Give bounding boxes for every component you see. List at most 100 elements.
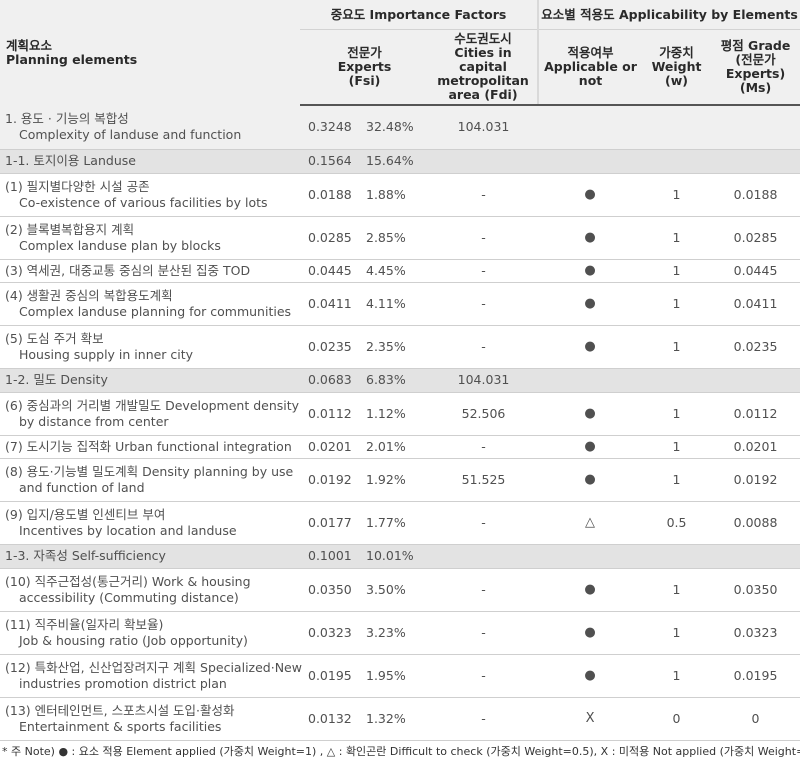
fsi-cell: 0.0201: [300, 435, 362, 459]
applicable-cell: ●: [538, 392, 643, 436]
applicable-cell: ●: [538, 216, 643, 260]
planning-element-cell: 1-3. 자족성 Self-sufficiency: [0, 544, 300, 569]
planning-element-cell: (3) 역세권, 대중교통 중심의 분산된 집중 TOD: [0, 259, 300, 283]
applicability-header: 요소별 적용도 Applicability by Elements: [537, 0, 800, 30]
grade-header: 평점 Grade (전문가 Experts) (Ms): [711, 29, 800, 106]
planning-elements-table: 계획요소 Planning elements 중요도 Importance Fa…: [0, 0, 800, 741]
table-body: 1. 용도 · 기능의 복합성 Complexity of landuse and…: [0, 105, 800, 741]
grade-cell: [711, 105, 800, 150]
percent-cell: 1.77%: [362, 501, 429, 545]
applicable-cell: ●: [538, 458, 643, 502]
fdi-cell: 51.525: [429, 458, 539, 502]
planning-element-cell: (8) 용도·기능별 밀도계획 Density planning by use a…: [0, 458, 300, 502]
fsi-cell: 0.1564: [300, 149, 362, 174]
fdi-cell: -: [429, 568, 539, 612]
applicable-cell: [538, 105, 643, 150]
category-row: 1-3. 자족성 Self-sufficiency 0.1001 10.01%: [0, 544, 800, 569]
table-header: 계획요소 Planning elements 중요도 Importance Fa…: [0, 0, 800, 106]
planning-element-cell: 1-1. 토지이용 Landuse: [0, 149, 300, 174]
planning-elements-header: 계획요소 Planning elements: [0, 0, 300, 105]
category-row: 1. 용도 · 기능의 복합성 Complexity of landuse and…: [0, 105, 800, 150]
percent-cell: 1.88%: [362, 173, 429, 217]
fsi-cell: 0.0285: [300, 216, 362, 260]
grade-cell: 0.0323: [711, 611, 800, 655]
planning-element-cell: (2) 블록별복합용지 계획 Complex landuse plan by bl…: [0, 216, 300, 260]
percent-cell: 2.35%: [362, 325, 429, 369]
grade-cell: 0.0112: [711, 392, 800, 436]
weight-cell: 1: [642, 216, 712, 260]
fsi-cell: 0.0235: [300, 325, 362, 369]
weight-header: 가중치 Weight (w): [642, 29, 712, 106]
grade-cell: 0.0192: [711, 458, 800, 502]
fdi-cell: -: [429, 697, 539, 741]
weight-cell: 0.5: [642, 501, 712, 545]
category-row: 1-1. 토지이용 Landuse 0.1564 15.64%: [0, 149, 800, 174]
table-row: (2) 블록별복합용지 계획 Complex landuse plan by bl…: [0, 216, 800, 260]
category-row: 1-2. 밀도 Density 0.0683 6.83% 104.031: [0, 368, 800, 393]
table-row: (8) 용도·기능별 밀도계획 Density planning by use a…: [0, 458, 800, 502]
weight-cell: 1: [642, 611, 712, 655]
percent-cell: 1.12%: [362, 392, 429, 436]
grade-cell: 0.0411: [711, 282, 800, 326]
applicable-cell: ●: [538, 654, 643, 698]
importance-header: 중요도 Importance Factors: [300, 0, 539, 30]
table-row: (5) 도심 주거 확보 Housing supply in inner city…: [0, 325, 800, 369]
applicable-cell: ●: [538, 173, 643, 217]
fsi-cell: 0.0132: [300, 697, 362, 741]
fsi-cell: 0.0323: [300, 611, 362, 655]
fdi-cell: -: [429, 654, 539, 698]
planning-element-cell: (5) 도심 주거 확보 Housing supply in inner city: [0, 325, 300, 369]
fsi-cell: 0.0192: [300, 458, 362, 502]
percent-cell: 1.32%: [362, 697, 429, 741]
weight-cell: 1: [642, 654, 712, 698]
fdi-cell: -: [429, 173, 539, 217]
percent-cell: 32.48%: [362, 105, 429, 150]
weight-cell: 1: [642, 392, 712, 436]
weight-cell: 1: [642, 259, 712, 283]
fsi-header: 전문가 Experts (Fsi): [300, 29, 429, 106]
grade-cell: [711, 544, 800, 569]
weight-cell: 1: [642, 435, 712, 459]
grade-cell: 0.0235: [711, 325, 800, 369]
table-row: (6) 중심과의 거리별 개발밀도 Development density by …: [0, 392, 800, 436]
fdi-cell: 104.031: [429, 105, 539, 150]
applicable-cell: ●: [538, 568, 643, 612]
fdi-cell: -: [429, 501, 539, 545]
applicable-cell: △: [538, 501, 643, 545]
table-row: (11) 직주비율(일자리 확보율) Job & housing ratio (J…: [0, 611, 800, 655]
table-row: (3) 역세권, 대중교통 중심의 분산된 집중 TOD 0.0445 4.45% -…: [0, 259, 800, 283]
fdi-cell: [429, 149, 539, 174]
planning-element-cell: (1) 필지별다양한 시설 공존 Co-existence of various …: [0, 173, 300, 217]
table-row: (9) 입지/용도별 인센티브 부여 Incentives by location…: [0, 501, 800, 545]
fdi-cell: 52.506: [429, 392, 539, 436]
table-row: (13) 엔터테인먼트, 스포츠시설 도입·활성화 Entertainment &…: [0, 697, 800, 741]
planning-element-cell: 1-2. 밀도 Density: [0, 368, 300, 393]
grade-cell: 0.0195: [711, 654, 800, 698]
table-row: (4) 생활권 중심의 복합용도계획 Complex landuse planni…: [0, 282, 800, 326]
weight-cell: 0: [642, 697, 712, 741]
percent-cell: 10.01%: [362, 544, 429, 569]
fsi-cell: 0.0188: [300, 173, 362, 217]
applicable-cell: ●: [538, 282, 643, 326]
weight-cell: 1: [642, 568, 712, 612]
fdi-cell: -: [429, 259, 539, 283]
grade-cell: 0.0188: [711, 173, 800, 217]
percent-cell: 3.23%: [362, 611, 429, 655]
planning-element-cell: (12) 특화산업, 신산업장려지구 계획 Specialized·New ind…: [0, 654, 302, 698]
fsi-cell: 0.0112: [300, 392, 362, 436]
percent-cell: 6.83%: [362, 368, 429, 393]
grade-cell: 0.0285: [711, 216, 800, 260]
applicable-cell: ●: [538, 259, 643, 283]
grade-cell: [711, 149, 800, 174]
fsi-cell: 0.0445: [300, 259, 362, 283]
grade-cell: 0.0350: [711, 568, 800, 612]
applicable-cell: ●: [538, 435, 643, 459]
grade-cell: 0.0201: [711, 435, 800, 459]
weight-cell: [642, 105, 712, 150]
planning-element-cell: (13) 엔터테인먼트, 스포츠시설 도입·활성화 Entertainment &…: [0, 697, 300, 741]
fsi-cell: 0.0195: [300, 654, 362, 698]
grade-cell: 0: [711, 697, 800, 741]
percent-cell: 2.85%: [362, 216, 429, 260]
percent-cell: 1.95%: [362, 654, 429, 698]
fsi-cell: 0.0683: [300, 368, 362, 393]
